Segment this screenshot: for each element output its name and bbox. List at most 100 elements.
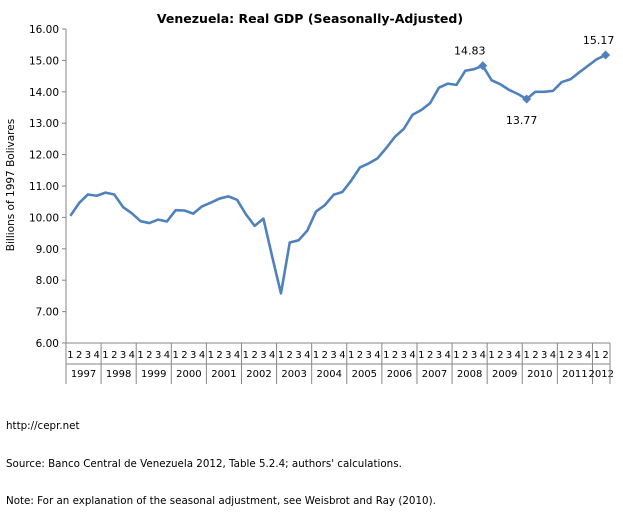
gdp-line: [69, 53, 607, 295]
footer-url: http://cepr.net: [6, 420, 80, 432]
data-label: 15.17: [583, 34, 615, 47]
quarter-tick-label: 1: [559, 350, 565, 361]
quarter-tick-label: 2: [567, 350, 573, 361]
quarter-tick-label: 2: [181, 350, 187, 361]
gdp-line-chart: Venezuela: Real GDP (Seasonally-Adjusted…: [5, 11, 614, 384]
quarter-tick-label: 1: [278, 350, 284, 361]
data-point-marker: [522, 94, 532, 104]
quarter-tick-label: 3: [155, 350, 161, 361]
year-tick-label: 2004: [316, 369, 341, 380]
quarter-tick-label: 1: [67, 350, 73, 361]
footer-note: Note: For an explanation of the seasonal…: [6, 495, 436, 507]
quarter-tick-label: 3: [260, 350, 266, 361]
quarter-tick-label: 2: [357, 350, 363, 361]
quarter-tick-label: 2: [602, 350, 608, 361]
quarter-tick-label: 4: [304, 350, 310, 361]
quarter-tick-label: 3: [401, 350, 407, 361]
quarter-tick-label: 1: [243, 350, 249, 361]
y-tick-label: 7.00: [36, 307, 59, 319]
annotations: 14.83 13.77 15.17: [454, 34, 614, 127]
quarter-tick-label: 2: [532, 350, 538, 361]
quarter-tick-label: 4: [339, 350, 345, 361]
quarter-tick-label: 3: [506, 350, 512, 361]
quarter-tick-label: 3: [366, 350, 372, 361]
quarter-tick-label: 3: [190, 350, 196, 361]
quarter-tick-label: 4: [444, 350, 450, 361]
year-tick-label: 2007: [422, 369, 447, 380]
year-tick-label: 2001: [211, 369, 236, 380]
y-tick-label: 10.00: [29, 212, 59, 224]
series-gdp: [69, 53, 607, 295]
quarter-tick-label: 4: [94, 350, 100, 361]
footer-notes: http://cepr.net Source: Banco Central de…: [6, 395, 436, 520]
data-label: 14.83: [454, 45, 486, 58]
quarter-tick-label: 2: [251, 350, 257, 361]
quarter-tick-label: 4: [480, 350, 486, 361]
quarter-tick-label: 4: [234, 350, 240, 361]
quarter-tick-label: 2: [427, 350, 433, 361]
y-axis-label: Billions of 1997 Bolivares: [5, 119, 17, 251]
quarter-tick-label: 1: [523, 350, 529, 361]
y-tick-label: 16.00: [29, 24, 59, 36]
data-label: 13.77: [506, 114, 538, 127]
quarter-tick-label: 1: [172, 350, 178, 361]
quarter-tick-label: 2: [111, 350, 117, 361]
quarter-tick-label: 1: [348, 350, 354, 361]
quarter-tick-label: 4: [269, 350, 275, 361]
quarter-tick-label: 2: [146, 350, 152, 361]
quarter-tick-label: 3: [120, 350, 126, 361]
y-tick-label: 6.00: [36, 338, 59, 350]
y-tick-label: 13.00: [29, 118, 59, 130]
quarter-tick-label: 3: [436, 350, 442, 361]
year-tick-label: 2012: [588, 369, 613, 380]
quarter-tick-label: 2: [322, 350, 328, 361]
y-tick-label: 14.00: [29, 87, 59, 99]
quarter-tick-label: 1: [594, 350, 600, 361]
quarter-tick-label: 2: [287, 350, 293, 361]
quarter-tick-label: 1: [102, 350, 108, 361]
quarter-tick-label: 4: [585, 350, 591, 361]
year-tick-label: 2003: [281, 369, 306, 380]
data-point-marker: [478, 61, 488, 71]
y-tick-label: 8.00: [36, 275, 59, 287]
quarter-tick-label: 1: [453, 350, 459, 361]
quarter-tick-label: 2: [76, 350, 82, 361]
quarter-tick-label: 3: [330, 350, 336, 361]
footer-source: Source: Banco Central de Venezuela 2012,…: [6, 457, 402, 470]
year-tick-label: 2010: [527, 369, 552, 380]
quarter-tick-label: 1: [208, 350, 214, 361]
quarter-tick-label: 3: [541, 350, 547, 361]
quarter-tick-label: 4: [374, 350, 380, 361]
year-tick-label: 2006: [387, 369, 412, 380]
year-tick-label: 1999: [141, 369, 166, 380]
axes: [65, 29, 610, 344]
quarter-tick-label: 2: [392, 350, 398, 361]
quarter-tick-label: 1: [383, 350, 389, 361]
y-tick-label: 11.00: [29, 181, 59, 193]
quarter-tick-label: 4: [550, 350, 556, 361]
quarter-tick-label: 4: [199, 350, 205, 361]
year-tick-label: 2008: [457, 369, 482, 380]
year-tick-label: 2011: [562, 369, 587, 380]
year-tick-label: 2000: [176, 369, 201, 380]
quarter-tick-label: 1: [313, 350, 319, 361]
y-ticks: 6.00 7.00 8.00 9.00 10.00 11.00 12.00 13.00 14.0…: [29, 24, 66, 350]
year-tick-label: 2005: [352, 369, 377, 380]
quarter-tick-label: 1: [418, 350, 424, 361]
y-tick-label: 12.00: [29, 150, 59, 162]
data-point-marker: [601, 50, 611, 60]
year-tick-label: 2002: [246, 369, 271, 380]
quarter-tick-label: 3: [225, 350, 231, 361]
y-tick-label: 15.00: [29, 55, 59, 67]
quarter-tick-label: 3: [295, 350, 301, 361]
quarter-tick-label: 1: [488, 350, 494, 361]
quarter-tick-label: 3: [85, 350, 91, 361]
y-tick-label: 9.00: [36, 244, 59, 256]
quarter-tick-label: 2: [462, 350, 468, 361]
year-tick-label: 2009: [492, 369, 517, 380]
quarter-tick-label: 2: [216, 350, 222, 361]
quarter-tick-label: 4: [164, 350, 170, 361]
year-tick-label: 1997: [71, 369, 96, 380]
quarter-tick-label: 1: [137, 350, 143, 361]
